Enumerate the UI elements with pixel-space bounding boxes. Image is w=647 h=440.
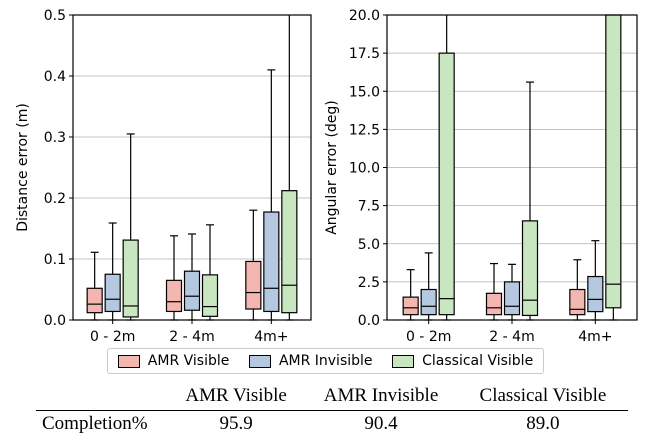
angular-amr-invisible-0-box	[420, 288, 437, 316]
distance-classical-visible-0-box	[122, 239, 139, 318]
distance-amr-invisible-2-box	[263, 211, 280, 313]
table-header-amr-invisible: AMR Invisible	[304, 382, 458, 411]
table-header-amr-visible: AMR Visible	[168, 382, 305, 411]
distance-xtick-label: 2 - 4m	[169, 329, 214, 345]
legend-item-amr-visible: AMR Visible	[117, 353, 230, 369]
distance-classical-visible-2-box	[281, 190, 298, 314]
legend-label-classical-visible: Classical Visible	[422, 353, 534, 369]
angular-classical-visible-0-box	[438, 52, 455, 316]
angular-xtick-label: 4m+	[578, 329, 612, 345]
distance-classical-visible-1-box	[201, 274, 219, 317]
distance-ytick-label: 0.5	[44, 8, 66, 24]
legend-label-amr-visible: AMR Visible	[147, 353, 230, 369]
angular-ytick-label: 10.0	[349, 161, 380, 177]
table-header-empty	[36, 382, 168, 411]
angular-ytick-label: 15.0	[349, 84, 380, 100]
table-cell-amr-invisible: 90.4	[364, 413, 398, 434]
distance-amr-invisible-1-box	[183, 270, 201, 311]
table-header-classical-visible: Classical Visible	[457, 382, 628, 411]
box-plot-figure: 0.0 0.1 0.2 0.3 0.4 0.5 Distance error (m) 0 - …	[15, 8, 638, 345]
table-cell-classical-visible: 89.0	[526, 413, 560, 434]
legend-item-classical-visible: Classical Visible	[392, 353, 533, 369]
angular-amr-visible-1-box	[485, 292, 503, 316]
angular-ytick-label: 12.5	[349, 122, 380, 138]
angular-xtick-label: 0 - 2m	[406, 329, 451, 345]
legend-swatch-amr-invisible	[248, 354, 271, 368]
angular-xtick-label: 2 - 4m	[489, 329, 534, 345]
table-row: Completion% 95.9 90.4 89.0	[36, 411, 628, 438]
angular-ytick-label: 7.5	[358, 199, 380, 215]
distance-xtick-label: 0 - 2m	[90, 329, 135, 345]
distance-amr-visible-2-box	[245, 260, 262, 310]
legend-item-amr-invisible: AMR Invisible	[248, 353, 373, 369]
angular-amr-invisible-2-box	[587, 275, 604, 313]
angular-ytick-label: 0.0	[358, 313, 380, 329]
angular-plot-frame	[386, 14, 638, 321]
angular-classical-visible-2-box	[605, 14, 622, 309]
legend-swatch-amr-visible	[117, 354, 140, 368]
legend-label-amr-invisible: AMR Invisible	[278, 353, 373, 369]
distance-ytick-label: 0.0	[44, 313, 66, 329]
angular-classical-visible-1-box	[521, 220, 539, 317]
distance-ytick-label: 0.2	[44, 191, 66, 207]
distance-amr-visible-0-box	[86, 287, 103, 314]
angular-amr-visible-0-box	[402, 296, 419, 316]
distance-amr-invisible-0-box	[104, 273, 121, 313]
angular-ytick-label: 5.0	[358, 237, 380, 253]
angular-axis-label: Angular error (deg)	[324, 100, 340, 235]
table-row-label: Completion%	[42, 413, 148, 434]
distance-xtick-label: 4m+	[254, 329, 288, 345]
distance-axis-label: Distance error (m)	[15, 103, 31, 232]
completion-table: AMR Visible AMR Invisible Classical Visi…	[36, 382, 628, 437]
angular-ytick-label: 20.0	[349, 8, 380, 24]
legend-swatch-classical-visible	[392, 354, 415, 368]
distance-amr-visible-1-box	[165, 279, 183, 313]
distance-ytick-label: 0.3	[44, 130, 66, 146]
distance-ytick-label: 0.1	[44, 252, 66, 268]
distance-plot-frame	[72, 14, 312, 321]
angular-ytick-label: 2.5	[358, 275, 380, 291]
angular-ytick-label: 17.5	[349, 46, 380, 62]
table-header-row: AMR Visible AMR Invisible Classical Visi…	[36, 382, 628, 411]
distance-ytick-label: 0.4	[44, 69, 66, 85]
angular-amr-visible-2-box	[569, 288, 586, 316]
table-cell-amr-visible: 95.9	[219, 413, 253, 434]
legend: AMR Visible AMR Invisible Classical Visi…	[107, 348, 544, 374]
angular-amr-invisible-1-box	[503, 281, 521, 316]
